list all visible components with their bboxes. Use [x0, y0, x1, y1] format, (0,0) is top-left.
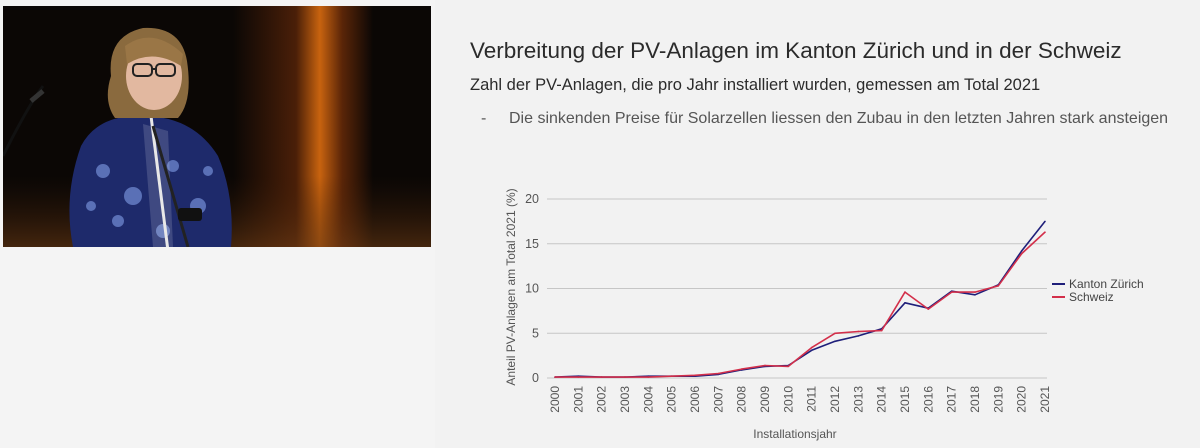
data-point [600, 376, 603, 378]
data-point [950, 291, 953, 293]
x-tick-label: 2018 [968, 386, 982, 413]
data-point [927, 308, 930, 310]
x-tick-label: 2000 [548, 386, 562, 413]
data-point [1020, 250, 1023, 252]
x-axis-ticks: 2000 2001 2002 2003 2004 2005 2006 2007 2008 2009… [548, 386, 1052, 413]
data-point [810, 346, 813, 349]
x-tick-label: 2010 [781, 386, 795, 413]
x-tick-label: 2015 [898, 386, 912, 413]
data-point [904, 291, 906, 293]
data-point [834, 332, 836, 335]
speaker-video [3, 6, 431, 247]
x-tick-label: 2009 [758, 386, 772, 413]
bullet-text: Die sinkenden Preise für Solarzellen lie… [509, 110, 1169, 127]
data-point [624, 376, 626, 378]
speaker-panel [0, 0, 435, 448]
x-tick-label: 2012 [828, 386, 842, 413]
data-point [834, 340, 836, 343]
legend-label: Kanton Zürich [1069, 277, 1144, 291]
x-tick-label: 2017 [945, 386, 959, 413]
x-tick-label: 2019 [991, 386, 1005, 413]
y-tick-label: 15 [525, 237, 539, 251]
x-tick-label: 2013 [851, 386, 865, 413]
slide-title: Verbreitung der PV-Anlagen im Kanton Zür… [470, 38, 1122, 63]
x-tick-label: 2001 [571, 386, 585, 413]
data-point [577, 376, 580, 378]
y-axis-ticks: 0 5 10 15 20 [525, 192, 539, 385]
x-tick-label: 2011 [805, 386, 819, 412]
data-point [647, 376, 650, 378]
data-point [857, 335, 860, 337]
x-axis-label: Installationsjahr [753, 427, 836, 441]
data-point [904, 302, 906, 304]
data-point [670, 375, 673, 378]
x-tick-label: 2002 [595, 386, 609, 413]
x-tick-label: 2006 [688, 386, 702, 413]
data-point [974, 293, 976, 296]
series-line-1 [555, 231, 1046, 378]
legend-label: Schweiz [1069, 290, 1114, 304]
data-point [997, 285, 1000, 287]
x-tick-label: 2021 [1038, 386, 1052, 413]
y-tick-label: 10 [525, 282, 539, 296]
data-point [740, 368, 743, 370]
x-tick-label: 2003 [618, 386, 632, 413]
data-point [880, 329, 883, 332]
data-point [554, 376, 556, 378]
data-point [764, 364, 766, 367]
data-point [810, 349, 813, 352]
x-tick-label: 2004 [641, 386, 655, 413]
x-tick-label: 2007 [711, 386, 725, 413]
bullet-marker: - [481, 110, 487, 127]
slide-subtitle: Zahl der PV-Anlagen, die pro Jahr instal… [470, 76, 1041, 94]
x-tick-label: 2016 [921, 386, 935, 413]
chart-gridlines [547, 198, 1047, 379]
data-point [787, 365, 790, 368]
y-tick-label: 20 [525, 192, 539, 206]
x-tick-label: 2020 [1015, 386, 1029, 413]
presentation-slide: Verbreitung der PV-Anlagen im Kanton Zür… [435, 0, 1200, 448]
data-point [694, 374, 696, 377]
chart-series [554, 220, 1046, 378]
data-point [974, 291, 976, 293]
y-axis-label: Anteil PV-Anlagen am Total 2021 (%) [504, 188, 518, 385]
data-point [1044, 220, 1046, 223]
x-tick-label: 2005 [665, 386, 679, 413]
data-point [857, 330, 860, 333]
data-point [1044, 231, 1046, 233]
x-tick-label: 2014 [875, 386, 889, 413]
data-point [717, 372, 720, 375]
y-tick-label: 0 [532, 371, 539, 385]
x-tick-label: 2008 [735, 386, 749, 413]
y-tick-label: 5 [532, 326, 539, 340]
data-point [1020, 252, 1023, 255]
series-line-0 [554, 220, 1046, 378]
speaker-video-frame [3, 6, 431, 247]
